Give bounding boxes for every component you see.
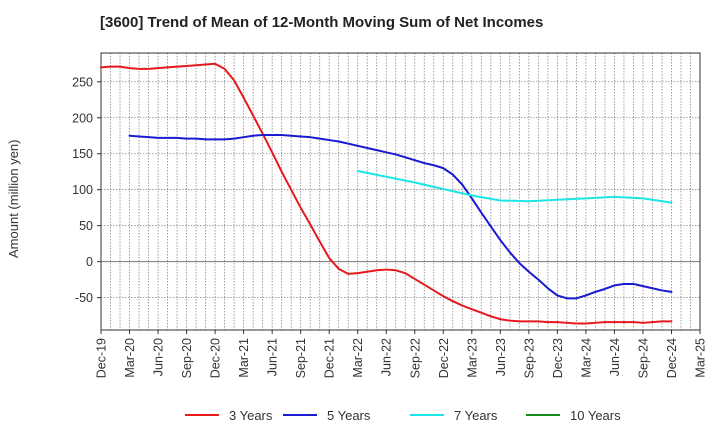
x-tick-label: Mar-20 [123,338,137,378]
chart-title: [3600] Trend of Mean of 12-Month Moving … [100,14,544,31]
x-tick-label: Dec-20 [209,338,223,378]
legend-item-10-years: 10 Years [526,404,621,426]
legend-item-7-years: 7 Years [410,404,497,426]
x-tick-label: Mar-21 [237,338,251,378]
x-tick-label: Sep-22 [408,338,422,378]
x-tick-label: Dec-22 [437,338,451,378]
x-tick-label: Dec-21 [323,338,337,378]
x-tick-label: Jun-23 [494,338,508,376]
y-tick-label: 50 [79,219,93,233]
plot-area: 250 200 150 100 50 0 -50 Dec-19 Mar-20 Jun-20 Sep-… [72,52,708,378]
legend-swatch [185,414,219,416]
x-tick-label: Jun-24 [608,338,622,376]
legend-label: 3 Years [229,407,273,423]
series-line-5-years [128,134,673,300]
x-tick-label: Jun-22 [380,338,394,376]
x-tick-label: Sep-20 [180,338,194,378]
legend-swatch [410,414,444,416]
legend-item-3-years: 3 Years [185,404,272,426]
legend-label: 7 Years [454,407,498,423]
x-tick-label: Mar-23 [465,338,479,378]
x-tick-label: Sep-23 [522,338,536,378]
x-tick-label: Jun-20 [152,338,166,376]
x-tick-label: Jun-21 [266,338,280,376]
series-line-7-years [356,169,673,204]
x-tick-label: Mar-24 [579,338,593,378]
y-tick-label: -50 [75,291,93,305]
legend-label: 5 Years [327,407,371,423]
series-line-3-years [100,62,673,325]
legend-swatch [283,414,317,416]
legend-swatch [526,414,560,416]
x-tick-label: Dec-24 [665,338,679,378]
plot-frame [100,52,701,331]
x-tick-label: Sep-21 [294,338,308,378]
y-tick-label: 0 [86,255,93,269]
x-tick-label: Mar-22 [351,338,365,378]
y-tick-label: 200 [72,111,93,125]
x-tick-label: Dec-19 [95,338,109,378]
y-tick-label: 150 [72,147,93,161]
x-tick-label: Dec-23 [551,338,565,378]
x-tick-label: Sep-24 [636,338,650,378]
y-tick-label: 100 [72,183,93,197]
legend-item-5-years: 5 Years [283,404,370,426]
x-tick-label: Mar-25 [694,338,708,378]
legend: 3 Years 5 Years 7 Years 10 Years [0,404,720,426]
y-tick-label: 250 [72,75,93,89]
legend-label: 10 Years [570,407,621,423]
